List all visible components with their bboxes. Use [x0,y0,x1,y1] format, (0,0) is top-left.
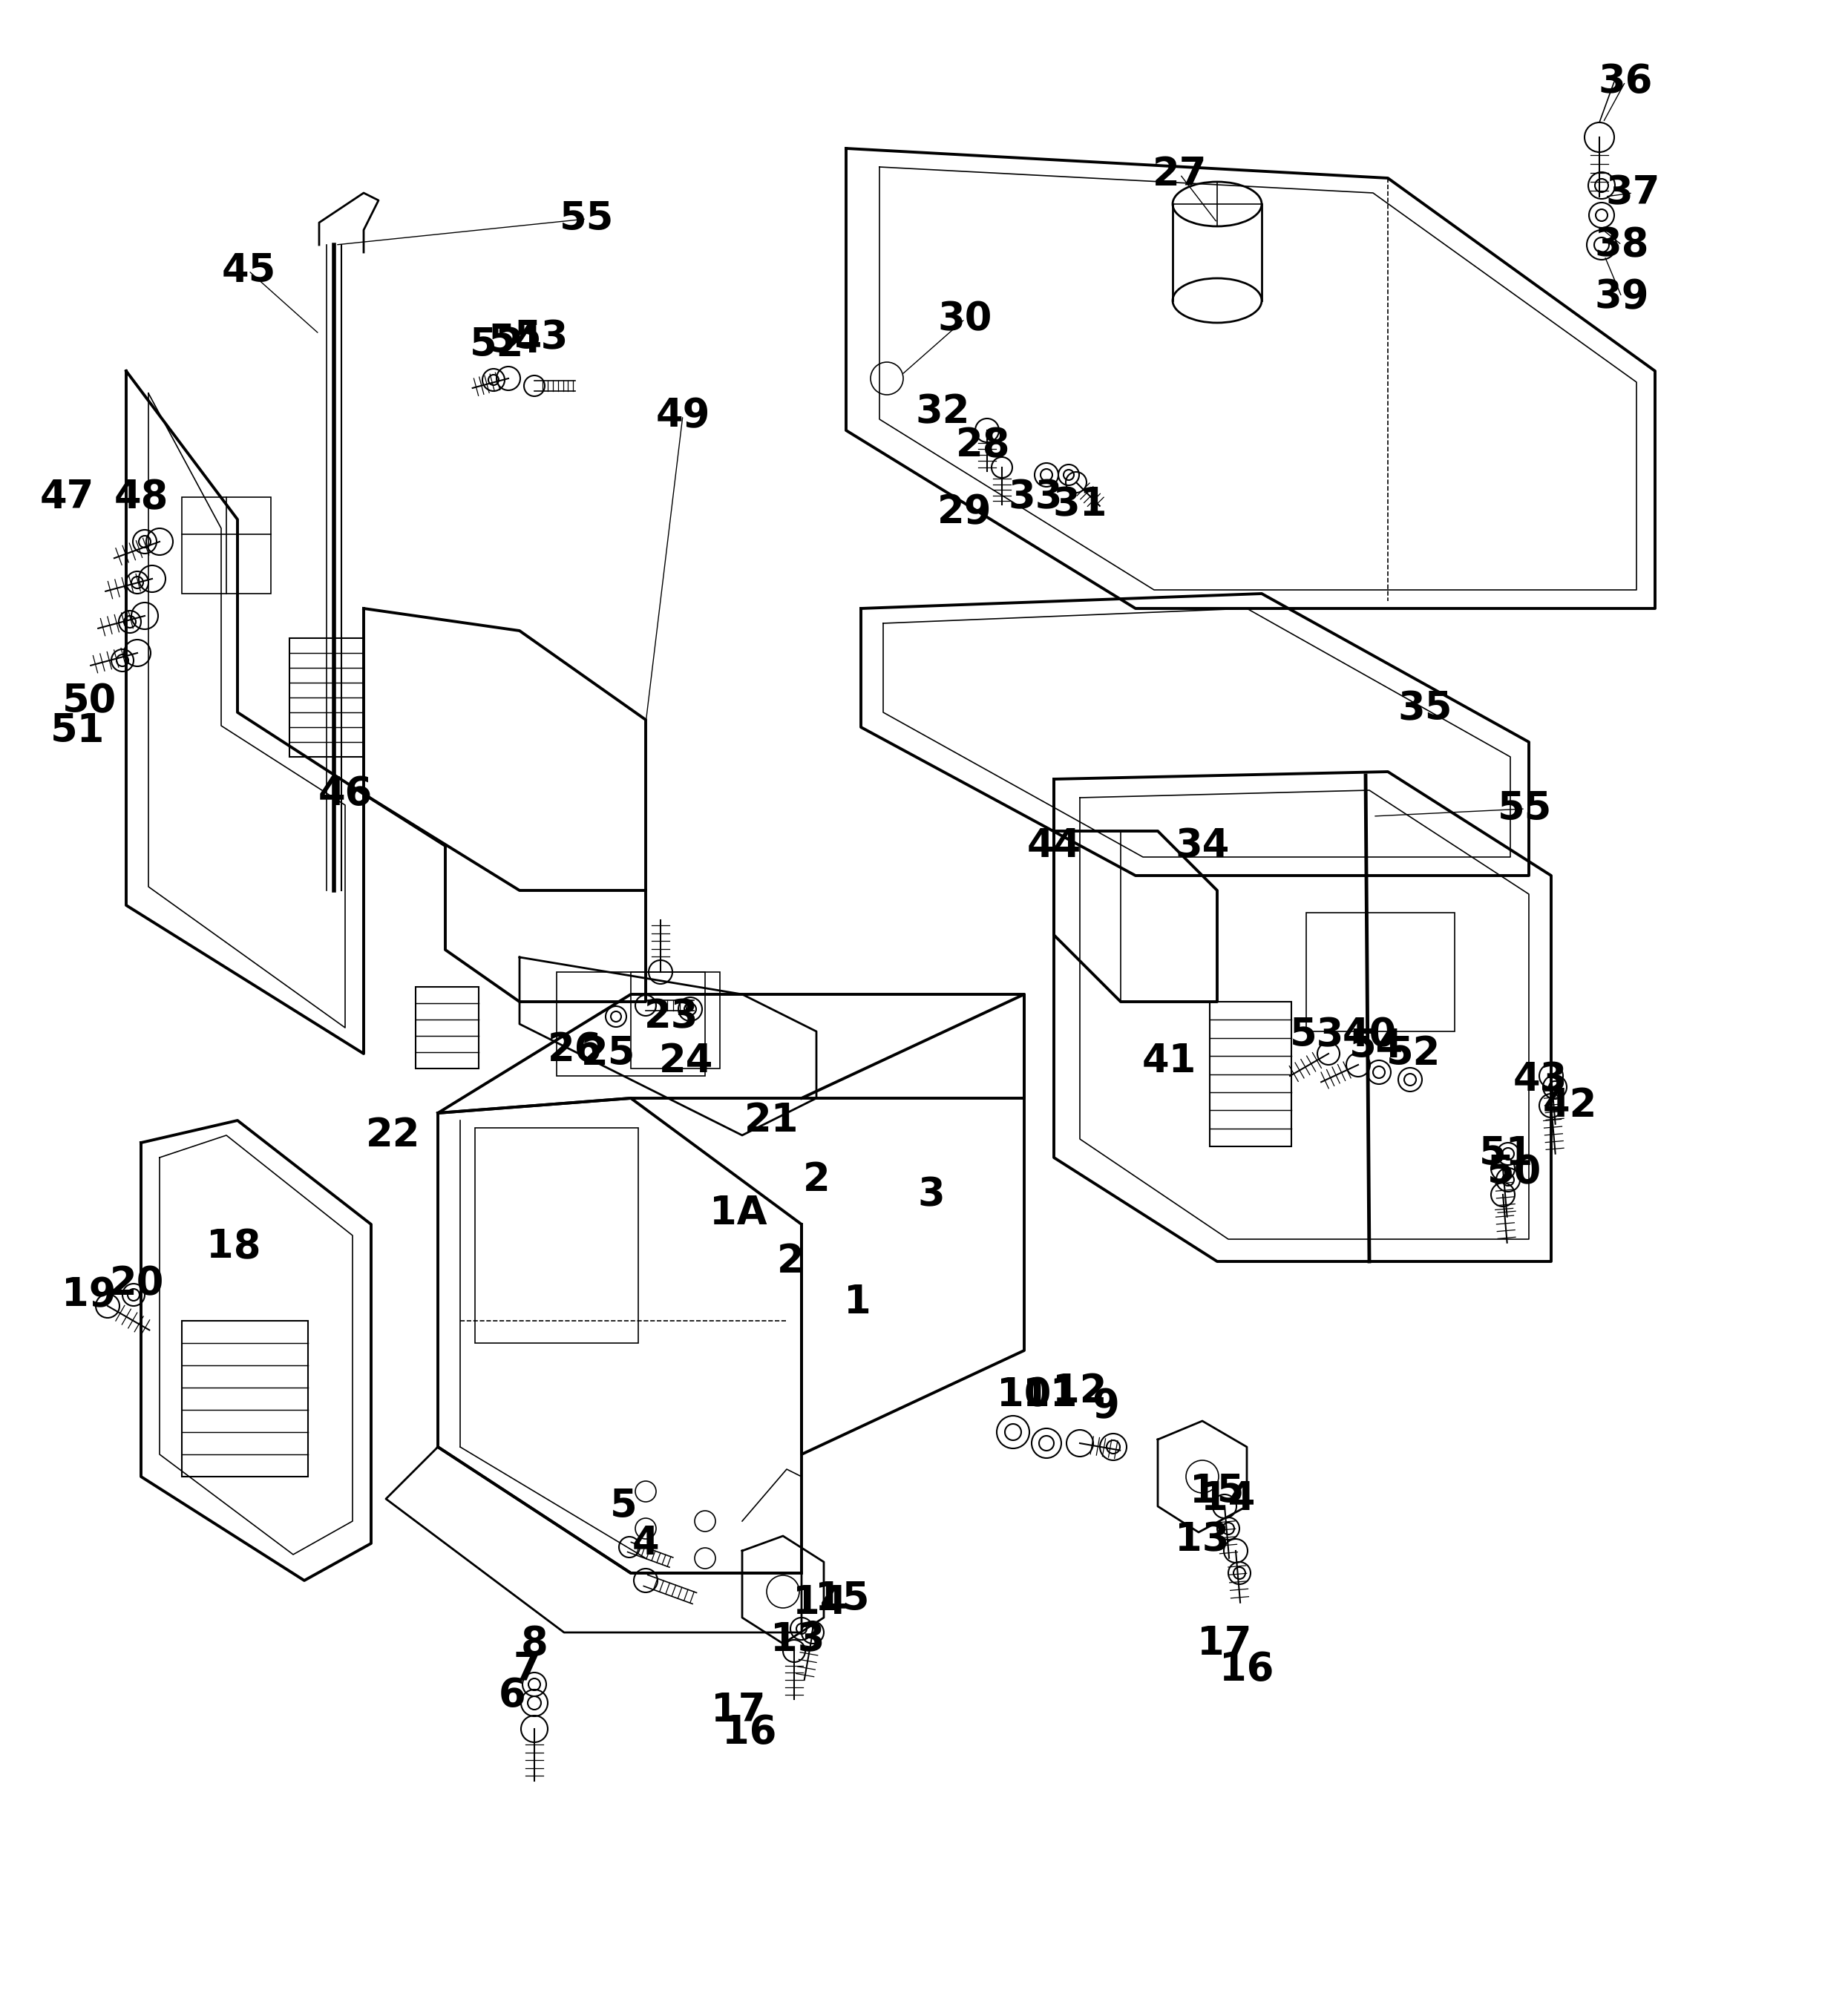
Text: 2: 2 [802,1161,830,1199]
Text: 7: 7 [514,1651,541,1689]
Text: 21: 21 [745,1101,798,1139]
Text: 50: 50 [1488,1153,1541,1191]
Bar [556,972,706,1075]
Text: 3: 3 [918,1175,944,1213]
Text: 15: 15 [815,1579,870,1619]
Bar [181,1321,309,1477]
Text: 52: 52 [469,326,525,364]
Text: 1A: 1A [710,1193,767,1233]
Bar [1210,1001,1292,1145]
Text: 2: 2 [776,1241,804,1281]
Text: 12: 12 [1053,1371,1107,1411]
Bar [181,498,272,594]
Text: 53: 53 [1290,1015,1345,1053]
Text: 50: 50 [61,682,116,720]
Text: 44: 44 [1027,828,1081,866]
Text: 43: 43 [1514,1059,1567,1099]
Text: 24: 24 [660,1041,713,1079]
Text: 45: 45 [222,252,275,290]
Text: 16: 16 [723,1713,776,1751]
Text: 13: 13 [1175,1521,1229,1559]
Text: 17: 17 [711,1691,765,1729]
Text: 1: 1 [843,1283,870,1321]
Text: 46: 46 [318,776,371,814]
Bar [416,988,479,1069]
Text: 55: 55 [560,200,614,238]
Text: 31: 31 [1053,486,1107,524]
Text: 18: 18 [207,1227,261,1265]
Text: 53: 53 [514,318,569,358]
Text: 54: 54 [1349,1027,1404,1065]
Text: 9: 9 [1092,1387,1120,1425]
Text: 51: 51 [50,712,105,750]
Text: 38: 38 [1595,226,1648,264]
Text: 47: 47 [39,478,94,516]
Text: 26: 26 [547,1031,602,1069]
Bar [630,972,721,1069]
Text: 35: 35 [1397,690,1453,728]
Text: 27: 27 [1153,156,1207,194]
Text: 37: 37 [1606,174,1660,212]
Text: 52: 52 [1386,1033,1441,1073]
Text: 11: 11 [1024,1375,1077,1413]
Text: 23: 23 [645,998,699,1035]
Text: 15: 15 [1190,1471,1244,1511]
Text: 34: 34 [1175,828,1229,866]
Text: 40: 40 [1342,1015,1397,1053]
Text: 5: 5 [610,1487,638,1525]
Text: 6: 6 [499,1677,525,1715]
Text: 36: 36 [1599,62,1652,100]
Text: 48: 48 [115,478,168,516]
Text: 54: 54 [488,322,543,360]
Text: 16: 16 [1220,1651,1273,1689]
Text: 39: 39 [1595,278,1648,316]
Text: 25: 25 [582,1033,636,1073]
Text: 10: 10 [996,1375,1052,1413]
Bar [475,1127,638,1343]
Text: 17: 17 [1198,1625,1251,1663]
Text: 30: 30 [937,300,992,338]
Text: 42: 42 [1543,1085,1597,1125]
Text: 51: 51 [1480,1135,1534,1173]
Text: 32: 32 [915,392,970,432]
Text: 14: 14 [1201,1479,1255,1517]
Text: 20: 20 [111,1265,164,1303]
Bar [1307,914,1454,1031]
Text: 49: 49 [656,396,710,436]
Text: 22: 22 [366,1115,421,1155]
Text: 55: 55 [1499,790,1552,828]
Text: 4: 4 [632,1523,660,1563]
Text: 41: 41 [1142,1041,1196,1079]
Bar [290,638,364,758]
Text: 8: 8 [521,1625,549,1663]
Text: 13: 13 [771,1621,824,1659]
Text: 33: 33 [1007,478,1063,516]
Text: 19: 19 [61,1275,116,1313]
Text: 28: 28 [955,426,1011,464]
Text: 14: 14 [793,1583,848,1621]
Text: 29: 29 [937,492,992,532]
